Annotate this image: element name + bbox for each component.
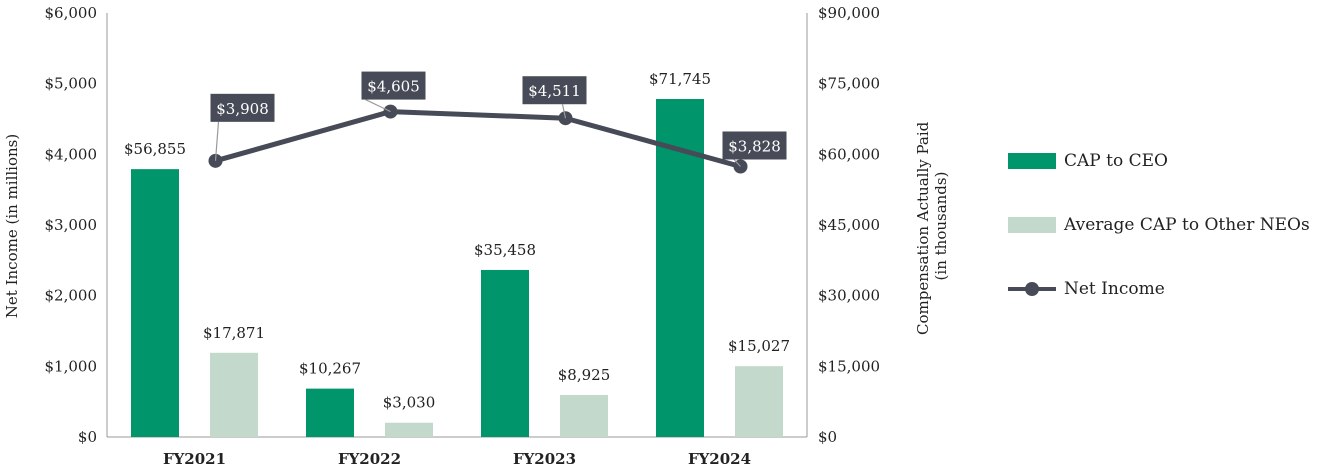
legend-label-cap-to-ceo: CAP to CEO [1064, 151, 1168, 171]
net-income-callout: $4,605 [361, 71, 426, 113]
bar-average-cap [385, 422, 433, 437]
bar-average-cap [735, 366, 783, 437]
right-axis-title: Compensation Actually Paid (in thousands… [914, 117, 950, 335]
right-axis-title-line-1: Compensation Actually Paid [914, 121, 932, 335]
left-tick-label: $0 [78, 428, 97, 446]
bar-value-label-average-cap: $3,030 [383, 394, 436, 412]
callout-leader [214, 121, 220, 161]
right-tick-label: $90,000 [818, 4, 880, 22]
combo-chart: $0 $1,000 $2,000 $3,000 $4,000 $5,000 $6,000 $0… [3, 4, 950, 468]
right-tick-label: $45,000 [818, 216, 880, 234]
legend-item-cap-to-ceo: CAP to CEO [1008, 148, 1320, 174]
legend-item-average-cap: Average CAP to Other NEOs [1008, 212, 1320, 238]
left-axis-title: Net Income (in millions) [3, 134, 21, 318]
legend-swatch-average-cap [1008, 217, 1056, 233]
legend-line-net-income [1008, 281, 1056, 297]
legend: CAP to CEO Average CAP to Other NEOs Net… [1008, 148, 1320, 340]
bar-cap-to-ceo [131, 169, 179, 437]
right-tick-label: $30,000 [818, 287, 880, 305]
category-label: FY2022 [338, 450, 401, 468]
right-tick-label: $15,000 [818, 357, 880, 375]
category-label: FY2024 [688, 450, 751, 468]
bar-value-label-cap-to-ceo: $10,267 [299, 360, 361, 378]
bar-value-label-cap-to-ceo: $35,458 [474, 241, 536, 259]
left-tick-label: $4,000 [45, 145, 98, 163]
net-income-value-label: $4,605 [367, 78, 420, 96]
right-axis-title-line-2: (in thousands) [932, 172, 950, 281]
left-tick-label: $2,000 [45, 287, 98, 305]
bar-average-cap [560, 394, 608, 437]
axes: $0 $1,000 $2,000 $3,000 $4,000 $5,000 $6,000 $0… [45, 4, 881, 468]
left-tick-label: $3,000 [45, 216, 98, 234]
bar-value-label-cap-to-ceo: $71,745 [649, 70, 711, 88]
bar-value-label-average-cap: $8,925 [558, 366, 611, 384]
bar-value-label-cap-to-ceo: $56,855 [124, 140, 186, 158]
left-tick-label: $1,000 [45, 357, 98, 375]
right-tick-label: $0 [818, 428, 837, 446]
bars [131, 99, 783, 437]
bar-average-cap [210, 352, 258, 437]
bar-value-label-average-cap: $17,871 [203, 324, 265, 342]
legend-label-net-income: Net Income [1064, 279, 1165, 299]
net-income-callout: $3,908 [210, 93, 275, 161]
bar-value-label-average-cap: $15,027 [728, 337, 790, 355]
right-tick-label: $60,000 [818, 145, 880, 163]
callout-leader [561, 104, 567, 119]
left-tick-label: $6,000 [45, 4, 98, 22]
category-label: FY2021 [163, 450, 226, 468]
callout-leader [365, 99, 391, 113]
net-income-value-label: $3,828 [728, 137, 781, 155]
bar-cap-to-ceo [481, 269, 529, 437]
net-income-callout: $3,828 [722, 131, 787, 167]
bar-cap-to-ceo [306, 388, 354, 437]
legend-swatch-cap-to-ceo [1008, 153, 1056, 169]
callout-box [522, 76, 587, 105]
legend-item-net-income: Net Income [1008, 276, 1320, 302]
legend-label-average-cap: Average CAP to Other NEOs [1064, 215, 1310, 235]
category-label: FY2023 [513, 450, 576, 468]
net-income-value-label: $4,511 [528, 82, 581, 100]
right-tick-label: $75,000 [818, 75, 880, 93]
callout-box [361, 71, 426, 100]
left-tick-label: $5,000 [45, 75, 98, 93]
net-income-value-label: $3,908 [216, 100, 269, 118]
labels: $56,855 $17,871 $10,267 $3,030 $35,458 $8,925… [124, 70, 790, 412]
callout-box [210, 93, 275, 122]
callout-box [722, 131, 787, 160]
net-income-callout: $4,511 [522, 76, 587, 119]
legend-marker-dot [1025, 282, 1039, 296]
net-income-line [214, 109, 742, 169]
